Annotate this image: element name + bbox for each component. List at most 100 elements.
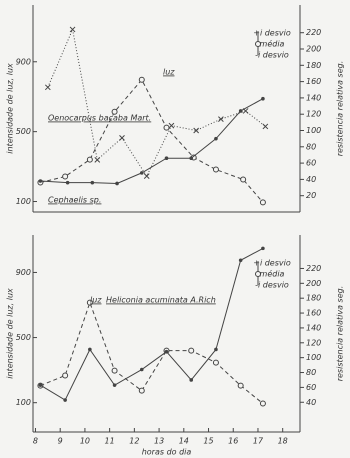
y2-tick-label: 140 bbox=[306, 323, 321, 332]
point bbox=[214, 136, 218, 141]
point bbox=[139, 171, 144, 175]
point bbox=[212, 166, 219, 173]
point bbox=[62, 173, 69, 180]
legend-marker bbox=[255, 271, 261, 277]
point bbox=[218, 116, 224, 122]
point bbox=[94, 156, 101, 163]
point bbox=[86, 299, 93, 306]
point bbox=[238, 258, 243, 263]
point bbox=[111, 367, 118, 374]
legend-label: -i desvio bbox=[255, 281, 289, 290]
x-tick-label: 15 bbox=[203, 437, 213, 446]
point bbox=[261, 96, 265, 101]
point bbox=[143, 173, 150, 179]
series-line bbox=[40, 98, 264, 184]
point bbox=[212, 359, 219, 366]
point bbox=[115, 181, 119, 186]
point bbox=[44, 84, 51, 91]
y-tick-label: 100 bbox=[16, 197, 31, 206]
y-tick-label: 100 bbox=[16, 398, 31, 407]
y-tick-label: 900 bbox=[16, 57, 31, 66]
y-axis-label: intensidade de luz, lux bbox=[6, 63, 15, 154]
y2-axis-label: resistencia relativa seg. bbox=[336, 61, 345, 157]
y-tick-label: 500 bbox=[16, 127, 31, 136]
y2-tick-label: 80 bbox=[306, 368, 316, 377]
y2-tick-label: 100 bbox=[306, 353, 321, 362]
y2-tick-label: 180 bbox=[306, 294, 321, 303]
point bbox=[240, 176, 247, 183]
point bbox=[163, 124, 170, 131]
point bbox=[88, 347, 92, 352]
y2-tick-label: 20 bbox=[306, 191, 316, 200]
series-label: Oenocarpus bacaba Mart. bbox=[48, 114, 151, 123]
y2-tick-label: 220 bbox=[306, 264, 321, 273]
point bbox=[238, 109, 243, 113]
y-tick-label: 900 bbox=[16, 268, 31, 277]
x-tick-label: 11 bbox=[105, 437, 115, 446]
point bbox=[214, 347, 218, 352]
y2-tick-label: 220 bbox=[306, 28, 321, 37]
point bbox=[262, 123, 269, 130]
point bbox=[138, 76, 145, 83]
point bbox=[261, 246, 265, 251]
x-tick-label: 16 bbox=[228, 437, 238, 446]
y2-tick-label: 160 bbox=[306, 77, 321, 86]
point bbox=[188, 347, 195, 354]
point bbox=[259, 199, 266, 206]
series-label: Cephaelis sp. bbox=[48, 196, 101, 205]
point bbox=[90, 180, 95, 185]
x-tick-label: 17 bbox=[253, 437, 264, 446]
legend-label: média bbox=[260, 39, 285, 49]
point bbox=[112, 383, 117, 387]
y2-tick-label: 120 bbox=[306, 338, 321, 347]
legend-label: média bbox=[260, 269, 285, 279]
y-axis-label: intensidade de luz, lux bbox=[6, 288, 15, 379]
point bbox=[189, 378, 194, 382]
x-tick-label: 9 bbox=[58, 437, 63, 446]
y2-tick-label: 40 bbox=[306, 175, 316, 184]
x-axis-label: horas do dia bbox=[142, 448, 192, 457]
series-line bbox=[47, 27, 266, 178]
y2-tick-label: 60 bbox=[306, 383, 316, 392]
y2-tick-label: 160 bbox=[306, 309, 321, 318]
y2-tick-label: 180 bbox=[306, 61, 321, 70]
y2-tick-label: 80 bbox=[306, 142, 316, 151]
point bbox=[86, 156, 93, 163]
y2-tick-label: 40 bbox=[306, 398, 316, 407]
point bbox=[38, 383, 43, 387]
point bbox=[63, 398, 67, 402]
series-label: luz bbox=[90, 296, 102, 305]
series-line bbox=[40, 78, 264, 203]
point bbox=[189, 156, 194, 161]
series-line bbox=[40, 301, 264, 404]
y2-tick-label: 140 bbox=[306, 93, 321, 102]
x-tick-label: 10 bbox=[80, 437, 90, 446]
x-tick-label: 12 bbox=[129, 437, 139, 446]
point bbox=[193, 127, 200, 134]
point bbox=[62, 372, 69, 379]
y2-tick-label: 120 bbox=[306, 110, 321, 119]
y2-axis-label: resistencia relativa seg. bbox=[336, 286, 345, 382]
point bbox=[164, 349, 169, 354]
point bbox=[65, 180, 70, 185]
x-tick-label: 8 bbox=[33, 437, 38, 446]
x-tick-label: 13 bbox=[154, 437, 164, 446]
x-tick-label: 18 bbox=[278, 437, 288, 446]
y2-tick-label: 200 bbox=[306, 45, 321, 54]
point bbox=[237, 382, 244, 389]
point bbox=[69, 26, 76, 33]
point bbox=[164, 156, 169, 161]
legend-label: +i desvio bbox=[253, 29, 291, 38]
series-label: luz bbox=[163, 68, 175, 77]
legend-marker bbox=[255, 41, 261, 47]
point bbox=[111, 108, 118, 115]
x-tick-label: 14 bbox=[179, 437, 189, 446]
series-label: Heliconia acuminata A.Rich bbox=[106, 296, 216, 305]
point bbox=[38, 179, 43, 183]
legend-label: -i desvio bbox=[255, 51, 289, 60]
y2-tick-label: 200 bbox=[306, 279, 321, 288]
point bbox=[259, 400, 266, 407]
y2-tick-label: 100 bbox=[306, 126, 321, 135]
legend-label: +i desvio bbox=[253, 259, 291, 268]
